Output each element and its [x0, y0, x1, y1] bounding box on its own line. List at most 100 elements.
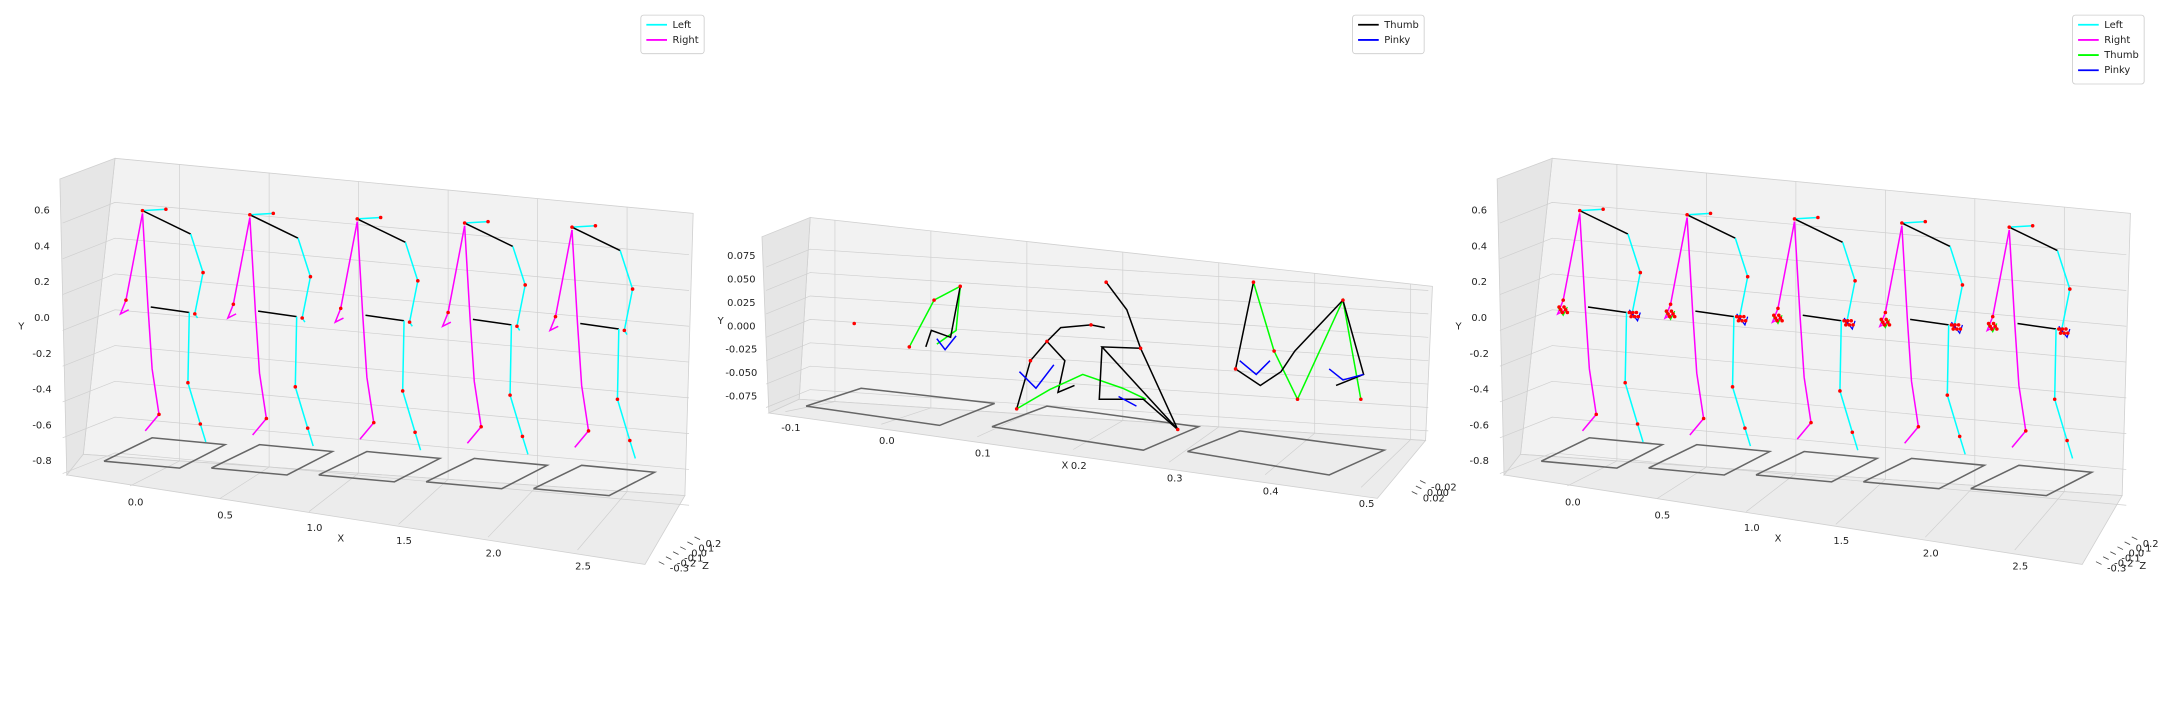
y-tick-label: 0.025: [727, 298, 755, 309]
segment: [1328, 368, 1364, 381]
legend-label: Right: [2104, 35, 2130, 46]
joint: [1594, 412, 1599, 417]
segment: [356, 221, 375, 440]
x-axis-label: X: [1775, 533, 1782, 544]
z-tick-label: -0.2: [677, 559, 696, 570]
floor-marker: [805, 387, 995, 427]
joint: [1953, 323, 1957, 327]
grid-line: [1360, 283, 1412, 488]
joint: [2007, 225, 2012, 229]
segment: [1802, 314, 1842, 322]
floor-marker: [318, 450, 443, 483]
joint: [462, 221, 467, 225]
z-tick: [1415, 485, 1422, 490]
floor-marker: [991, 405, 1202, 451]
grid-line: [785, 220, 836, 412]
z-tick: [687, 541, 694, 545]
x-tick-label: 0.5: [1359, 499, 1375, 510]
z-tick: [680, 546, 686, 550]
x-tick-label: 0.0: [879, 436, 895, 447]
joint: [416, 279, 420, 283]
grid-line: [1499, 416, 2127, 470]
grid-line: [1499, 237, 2127, 291]
y-tick-label: 0.050: [727, 274, 755, 285]
legend-label: Pinky: [2104, 65, 2130, 76]
joint: [1668, 302, 1673, 307]
grid-line: [1073, 252, 1124, 450]
joint: [1577, 208, 1582, 213]
joint: [124, 298, 128, 302]
z-tick-label: -0.3: [670, 564, 689, 575]
segment: [2008, 229, 2027, 448]
segment: [571, 225, 596, 228]
joint: [553, 314, 558, 319]
joint: [1672, 314, 1677, 319]
joint: [1986, 321, 1991, 326]
joint: [2057, 327, 2061, 331]
joint: [1900, 221, 1904, 225]
grid-line: [1925, 198, 1976, 538]
joint: [1563, 307, 1568, 312]
joint: [1884, 317, 1888, 322]
floor-marker: [210, 443, 336, 476]
grid-line: [62, 309, 690, 363]
skeleton: [1970, 223, 2095, 497]
joint: [2068, 287, 2072, 291]
y-tick-label: 0.6: [1471, 206, 1487, 217]
segment: [509, 324, 529, 455]
joint: [1958, 327, 1963, 331]
joint: [1882, 323, 1887, 327]
joint: [1778, 316, 1783, 320]
segment: [571, 226, 621, 252]
segment: [936, 335, 957, 351]
floor-marker: [1540, 437, 1665, 469]
segment: [1686, 214, 1736, 239]
joint: [407, 320, 412, 324]
segment: [150, 306, 190, 314]
joint: [958, 284, 963, 289]
grid-line: [62, 416, 690, 470]
segment: [616, 329, 637, 459]
segment: [1239, 360, 1271, 376]
legend-label: Thumb: [2103, 50, 2139, 61]
joint: [586, 429, 591, 433]
joint: [1809, 420, 1813, 425]
y-tick-label: 0.000: [727, 321, 755, 332]
segment: [1731, 316, 1752, 447]
grid-line: [1746, 181, 1797, 512]
joint: [271, 211, 276, 216]
z-tick-label: -0.1: [684, 554, 703, 565]
segment: [365, 314, 405, 322]
grid-line: [1169, 262, 1220, 463]
segment: [1046, 324, 1105, 342]
y-tick-label: -0.2: [32, 349, 51, 360]
joint: [508, 393, 512, 397]
joint: [1956, 323, 1961, 327]
skeleton: [103, 207, 228, 469]
segment: [464, 222, 514, 248]
joint: [1849, 318, 1854, 323]
segment: [249, 217, 268, 436]
joint: [1561, 298, 1566, 302]
y-tick-label: -0.025: [725, 345, 757, 356]
joint: [308, 274, 313, 279]
z-tick: [2110, 551, 2116, 555]
segment: [226, 217, 251, 320]
segment: [548, 229, 573, 332]
x-tick-label: 1.5: [1833, 536, 1849, 547]
joint: [1743, 318, 1748, 323]
joint: [157, 412, 161, 417]
joint: [378, 215, 383, 220]
joint: [570, 225, 574, 229]
joint: [1955, 327, 1959, 331]
joint: [1842, 318, 1846, 323]
segment: [1579, 209, 1629, 235]
joint: [1775, 318, 1779, 323]
segment: [142, 209, 192, 235]
joint: [1887, 323, 1892, 327]
joint: [1631, 310, 1635, 315]
joint: [1838, 389, 1842, 393]
y-tick-label: -0.8: [32, 456, 51, 467]
y-tick-label: 0.2: [1471, 277, 1487, 288]
